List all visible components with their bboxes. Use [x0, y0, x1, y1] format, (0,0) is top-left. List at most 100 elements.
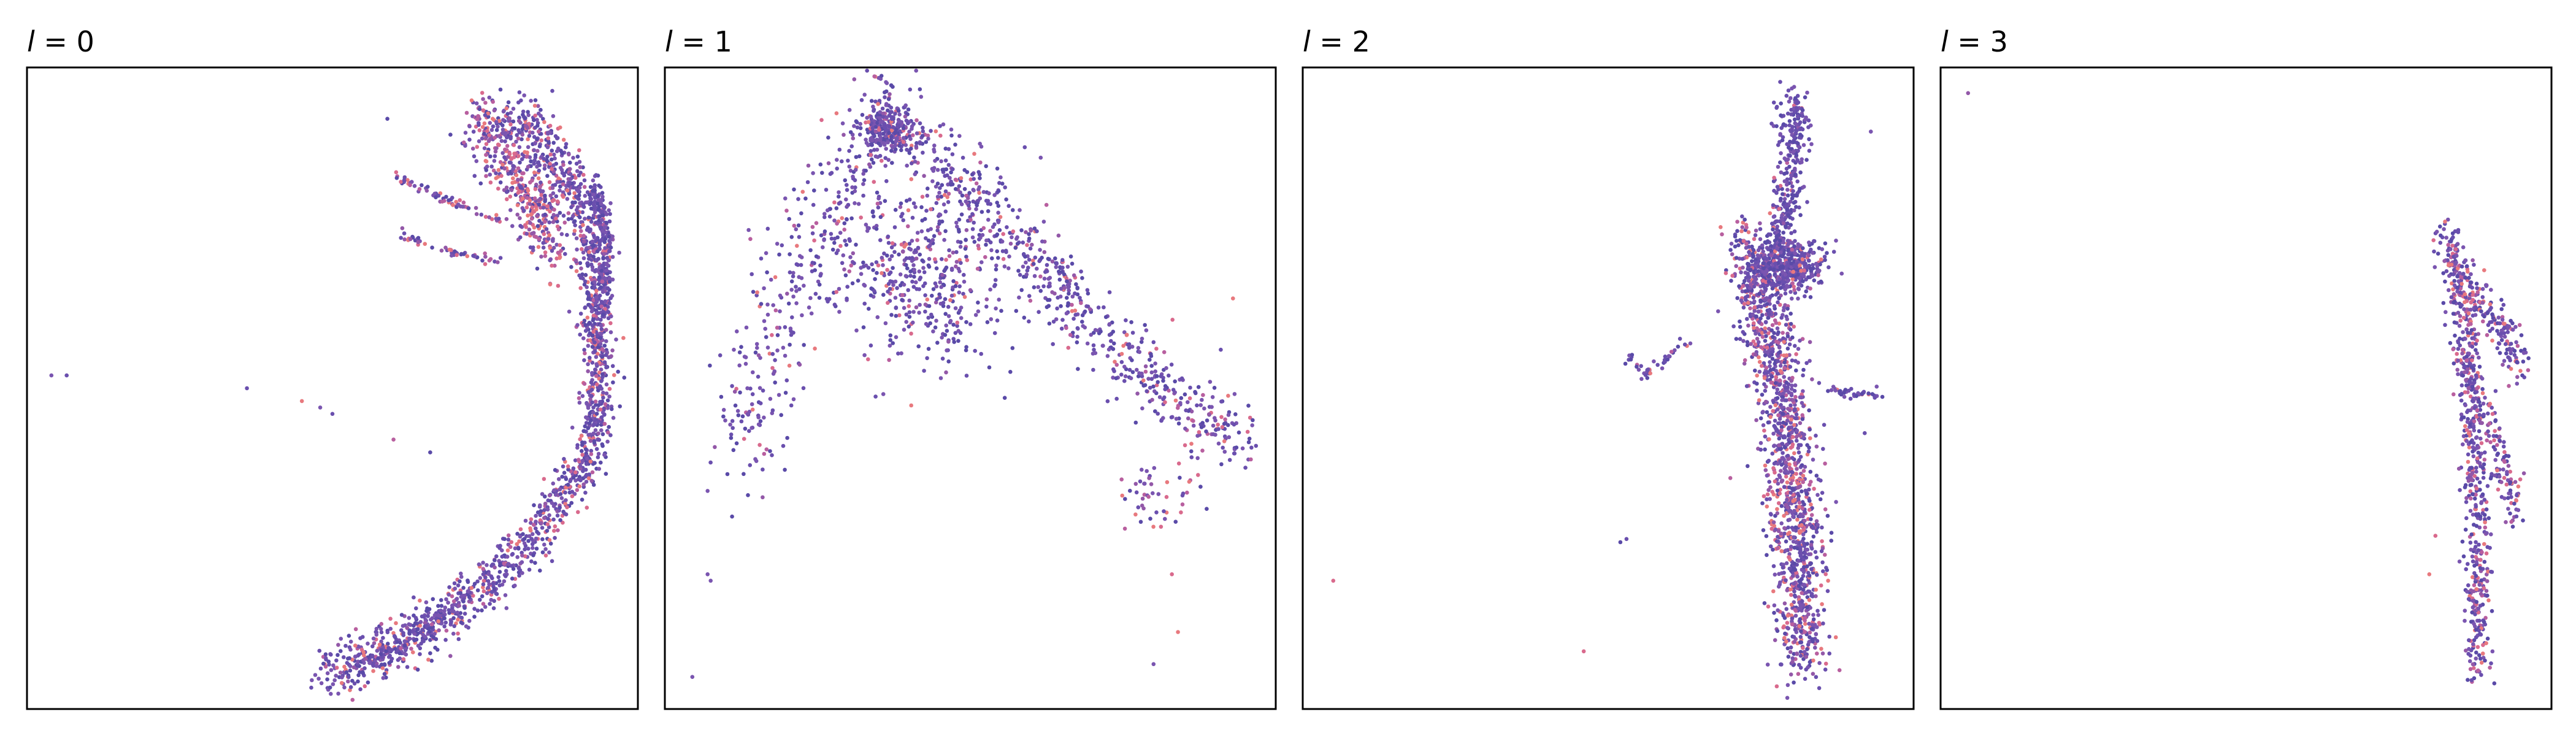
- data-point: [857, 132, 862, 137]
- data-point: [500, 554, 505, 559]
- data-point: [751, 370, 755, 375]
- data-point: [1029, 228, 1033, 233]
- data-point: [569, 177, 573, 181]
- data-point: [607, 258, 611, 263]
- data-point: [862, 283, 867, 288]
- data-point: [1070, 302, 1074, 307]
- data-point: [898, 283, 903, 288]
- data-point: [593, 367, 597, 372]
- data-point: [543, 494, 547, 499]
- data-point: [929, 207, 933, 212]
- data-point: [498, 180, 503, 185]
- data-point: [1757, 355, 1761, 359]
- data-point: [518, 527, 523, 532]
- data-point: [510, 224, 515, 228]
- data-point: [1204, 429, 1208, 434]
- data-point: [952, 340, 956, 344]
- data-point: [1125, 342, 1130, 347]
- data-point: [690, 675, 695, 679]
- data-point: [504, 574, 508, 578]
- data-point: [487, 582, 491, 586]
- data-point: [957, 217, 962, 222]
- points-0: [49, 87, 627, 702]
- data-point: [514, 173, 519, 178]
- data-point: [375, 648, 380, 653]
- data-point: [480, 125, 485, 129]
- data-point: [894, 305, 899, 310]
- data-point: [769, 277, 773, 282]
- data-point: [483, 262, 488, 266]
- data-point: [878, 120, 883, 125]
- data-point: [560, 475, 564, 479]
- data-point: [496, 167, 501, 172]
- data-point: [485, 591, 489, 596]
- data-point: [608, 201, 613, 205]
- data-point: [596, 194, 600, 199]
- data-point: [934, 266, 939, 270]
- data-point: [887, 257, 892, 262]
- data-point: [386, 642, 390, 646]
- data-point: [593, 399, 598, 404]
- data-point: [845, 296, 849, 301]
- data-point: [526, 539, 531, 543]
- data-point: [749, 272, 754, 277]
- data-point: [837, 190, 841, 194]
- data-point: [906, 208, 911, 213]
- data-point: [1001, 232, 1005, 236]
- data-point: [924, 209, 929, 213]
- data-point: [1028, 246, 1033, 251]
- data-point: [883, 321, 888, 326]
- data-point: [1205, 418, 1209, 423]
- data-point: [379, 622, 384, 626]
- data-point: [886, 234, 891, 239]
- data-point: [547, 550, 551, 554]
- data-point: [588, 331, 592, 335]
- data-point: [914, 144, 919, 148]
- data-point: [901, 140, 906, 144]
- data-point: [1758, 221, 1762, 226]
- data-point: [953, 177, 958, 182]
- data-point: [844, 197, 848, 202]
- data-point: [347, 675, 351, 680]
- data-point: [939, 159, 943, 164]
- data-point: [842, 228, 846, 232]
- data-point: [1044, 202, 1049, 207]
- data-point: [840, 216, 845, 221]
- data-point: [420, 183, 424, 188]
- data-point: [317, 648, 322, 653]
- data-point: [459, 615, 464, 620]
- data-point: [1075, 334, 1079, 339]
- data-point: [529, 521, 533, 525]
- data-point: [537, 198, 541, 202]
- data-point: [950, 152, 955, 156]
- data-point: [1206, 412, 1211, 416]
- data-point: [325, 671, 330, 675]
- data-point: [778, 293, 783, 298]
- data-point: [1153, 369, 1157, 374]
- data-point: [730, 426, 735, 431]
- data-point: [443, 620, 448, 625]
- data-point: [323, 652, 328, 657]
- data-point: [599, 415, 604, 420]
- data-point: [886, 282, 891, 286]
- data-point: [1773, 312, 1778, 316]
- data-point: [1164, 366, 1168, 370]
- data-point: [932, 234, 937, 239]
- data-point: [338, 670, 343, 675]
- data-point: [1823, 667, 1828, 672]
- data-point: [416, 627, 420, 632]
- data-point: [616, 369, 620, 374]
- data-point: [1812, 486, 1816, 491]
- data-point: [1763, 447, 1767, 452]
- data-point: [1814, 434, 1818, 438]
- data-point: [543, 163, 547, 168]
- data-point: [346, 679, 350, 684]
- data-point: [943, 158, 948, 163]
- data-point: [342, 655, 346, 659]
- data-point: [765, 302, 770, 307]
- data-point: [921, 266, 926, 270]
- data-point: [534, 536, 539, 541]
- data-point: [400, 226, 405, 231]
- data-point: [540, 537, 545, 542]
- data-point: [542, 516, 546, 520]
